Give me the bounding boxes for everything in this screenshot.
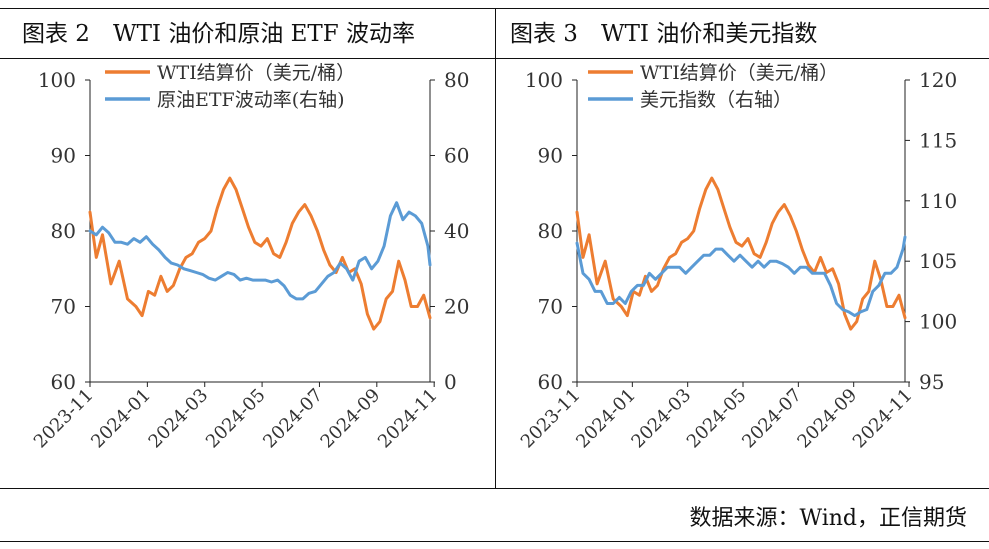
y-left-tick-label: 70	[538, 295, 563, 319]
legend-label: 原油ETF波动率(右轴)	[157, 89, 345, 111]
x-tick-label: 2024-03	[627, 385, 695, 453]
x-tick-label: 2024-11	[849, 385, 917, 453]
y-right-tick-label: 110	[919, 189, 957, 213]
y-left-tick-label: 100	[525, 68, 563, 92]
legend-label: 美元指数（右轴）	[640, 89, 792, 111]
bottom-rule	[0, 488, 989, 489]
source-note: 数据来源：Wind，正信期货	[689, 506, 967, 531]
y-right-tick-label: 60	[444, 144, 469, 168]
top-rule	[0, 8, 989, 9]
y-left-tick-label: 80	[51, 219, 76, 243]
y-right-tick-label: 20	[444, 295, 469, 319]
series-line-right-axis	[575, 235, 907, 318]
legend-label: WTI结算价（美元/桶）	[157, 62, 355, 84]
y-left-tick-label: 90	[51, 144, 76, 168]
y-right-tick-label: 40	[444, 219, 469, 243]
series-line-wti	[575, 176, 907, 331]
series-line-wti	[88, 176, 432, 331]
panel-divider	[495, 8, 496, 488]
y-left-tick-label: 100	[38, 68, 76, 92]
y-left-tick-label: 60	[538, 370, 563, 394]
chart-title-right: 图表 3 WTI 油价和美元指数	[510, 21, 818, 47]
y-left-tick-label: 60	[51, 370, 76, 394]
footer-rule	[0, 541, 989, 542]
y-left-tick-label: 90	[538, 144, 563, 168]
y-right-tick-label: 95	[919, 370, 944, 394]
y-right-tick-label: 80	[444, 68, 469, 92]
x-tick-label: 2024-01	[572, 385, 640, 453]
y-left-tick-label: 70	[51, 295, 76, 319]
x-tick-label: 2024-07	[738, 385, 806, 453]
x-tick-label: 2024-05	[683, 385, 751, 453]
y-right-tick-label: 120	[919, 68, 957, 92]
legend-label: WTI结算价（美元/桶）	[640, 62, 838, 84]
x-tick-label: 2024-09	[793, 385, 861, 453]
y-left-tick-label: 80	[538, 219, 563, 243]
y-right-tick-label: 115	[919, 128, 957, 152]
title-rule	[0, 58, 989, 59]
y-right-tick-label: 0	[444, 370, 457, 394]
series-line-right-axis	[88, 201, 432, 301]
y-right-tick-label: 100	[919, 310, 957, 334]
chart-title-left: 图表 2 WTI 油价和原油 ETF 波动率	[22, 21, 416, 47]
y-right-tick-label: 105	[919, 249, 957, 273]
x-tick-label: 2023-11	[517, 385, 585, 453]
